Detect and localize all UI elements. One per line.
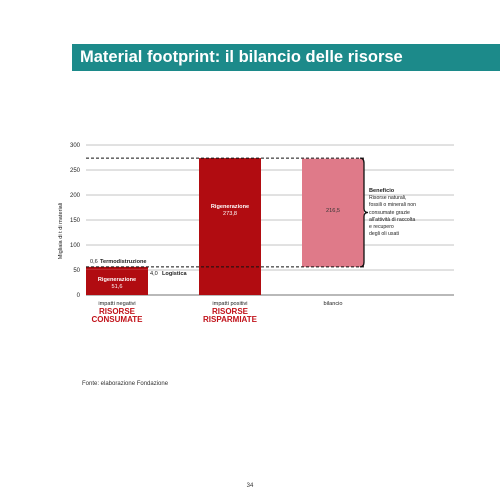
segment-name: Rigenerazione (98, 277, 136, 283)
segment-name: Logistica (162, 271, 187, 277)
category-title: CONSUMATE (92, 315, 144, 324)
bar-segment (86, 269, 148, 295)
segment-value: 51,6 (112, 284, 123, 290)
category-label: bilancio (324, 301, 343, 307)
y-tick-label: 250 (70, 168, 81, 174)
y-tick-label: 0 (77, 293, 81, 299)
bars (86, 158, 364, 295)
y-tick-label: 150 (70, 218, 81, 224)
category-labels: impatti negativiRISORSECONSUMATEimpatti … (92, 301, 343, 324)
category-label: impatti negativi (98, 301, 135, 307)
y-tick-label: 300 (70, 143, 81, 149)
segment-name: Rigenerazione (211, 204, 249, 210)
dashed-lines (86, 157, 364, 268)
y-tick-labels: 0 50 100 150 200 250 300 (70, 143, 81, 299)
category-label: impatti positivi (212, 301, 247, 307)
page-number: 34 (246, 483, 254, 489)
bar-segment (302, 158, 364, 267)
bar-segment (86, 267, 148, 270)
benefit-description: Risorse naturali, fossili o minerali non… (369, 195, 416, 238)
y-tick-label: 200 (70, 193, 81, 199)
y-axis-label: Migliaia di t di materiali (58, 203, 64, 260)
benefit-brace (359, 157, 369, 268)
category-title: RISORSE (212, 307, 249, 316)
bar-segment (199, 158, 261, 295)
grid (86, 144, 454, 296)
segment-value: 216,5 (326, 208, 340, 214)
category-title: RISORSE (99, 307, 136, 316)
benefit-title: Beneficio (369, 188, 395, 194)
y-tick-label: 100 (70, 243, 81, 249)
page-title: Material footprint: il bilancio delle ri… (80, 48, 403, 66)
segment-value: 273,8 (223, 211, 237, 217)
segment-value: 0,6 (90, 259, 98, 265)
source-note: Fonte: elaborazione Fondazione (82, 381, 169, 387)
benefit-note: Beneficio Risorse naturali, fossili o mi… (369, 188, 449, 238)
segment-name: Termodistruzione (100, 259, 147, 265)
title-bar: Material footprint: il bilancio delle ri… (72, 44, 500, 71)
y-tick-label: 50 (73, 268, 80, 274)
segment-value: 4,0 (150, 271, 158, 277)
category-title: RISPARMIATE (203, 315, 258, 324)
